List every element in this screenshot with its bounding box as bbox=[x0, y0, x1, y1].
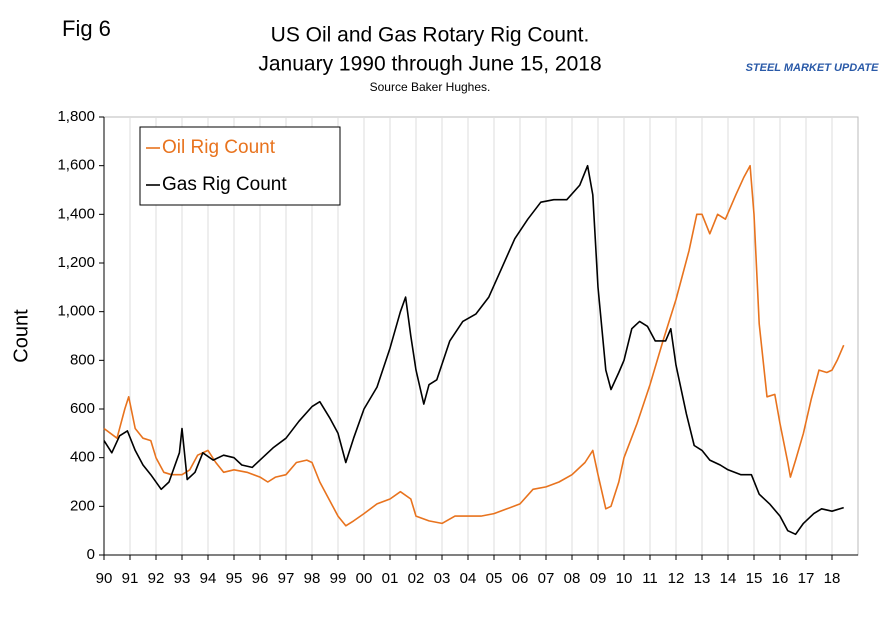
x-tick-label: 06 bbox=[512, 570, 529, 587]
x-tick-label: 08 bbox=[564, 570, 581, 587]
x-tick-label: 05 bbox=[486, 570, 503, 587]
x-tick-label: 16 bbox=[772, 570, 789, 587]
x-tick-label: 04 bbox=[460, 570, 477, 587]
x-tick-label: 95 bbox=[226, 570, 243, 587]
x-tick-label: 11 bbox=[642, 570, 658, 587]
figure-label: Fig 6 bbox=[62, 16, 111, 41]
x-tick-label: 94 bbox=[200, 570, 217, 587]
x-tick-label: 09 bbox=[590, 570, 607, 587]
x-tick-label: 92 bbox=[148, 570, 165, 587]
x-tick-label: 17 bbox=[798, 570, 815, 587]
x-tick-label: 99 bbox=[330, 570, 347, 587]
x-tick-label: 12 bbox=[668, 570, 685, 587]
x-tick-label: 13 bbox=[694, 570, 711, 587]
y-axis-label: Count bbox=[10, 309, 32, 363]
y-tick-label: 200 bbox=[70, 497, 95, 514]
x-tick-label: 03 bbox=[434, 570, 451, 587]
chart-title-line2: January 1990 through June 15, 2018 bbox=[258, 53, 601, 76]
y-tick-label: 1,200 bbox=[57, 254, 95, 271]
x-tick-label: 10 bbox=[616, 570, 633, 587]
x-tick-label: 00 bbox=[356, 570, 373, 587]
y-tick-label: 400 bbox=[70, 449, 95, 466]
y-tick-label: 1,600 bbox=[57, 157, 95, 174]
chart-title: US Oil and Gas Rotary Rig Count. bbox=[271, 24, 590, 47]
x-tick-label: 90 bbox=[96, 570, 113, 587]
legend-label: Gas Rig Count bbox=[162, 174, 287, 195]
x-tick-label: 18 bbox=[824, 570, 841, 587]
legend-box bbox=[139, 126, 341, 206]
series-line bbox=[103, 164, 845, 527]
y-tick-label: 600 bbox=[70, 400, 95, 417]
y-tick-label: 1,000 bbox=[57, 303, 95, 320]
y-tick-label: 1,400 bbox=[57, 205, 95, 222]
x-tick-label: 96 bbox=[252, 570, 269, 587]
y-tick-label: 1,800 bbox=[57, 108, 95, 125]
series-line bbox=[103, 164, 844, 536]
chart-subtitle: Source Baker Hughes. bbox=[370, 80, 491, 94]
x-tick-label: 93 bbox=[174, 570, 191, 587]
x-tick-label: 15 bbox=[746, 570, 763, 587]
x-tick-label: 02 bbox=[408, 570, 425, 587]
x-tick-label: 07 bbox=[538, 570, 555, 587]
legend-label: Oil Rig Count bbox=[162, 137, 276, 158]
x-tick-label: 91 bbox=[122, 570, 139, 587]
x-tick-label: 97 bbox=[278, 570, 295, 587]
logo: STEEL MARKET UPDATE bbox=[746, 62, 879, 74]
y-tick-label: 0 bbox=[87, 546, 95, 563]
y-tick-label: 800 bbox=[70, 351, 95, 368]
x-tick-label: 14 bbox=[720, 570, 737, 587]
x-tick-label: 98 bbox=[304, 570, 321, 587]
x-tick-label: 01 bbox=[382, 570, 399, 587]
